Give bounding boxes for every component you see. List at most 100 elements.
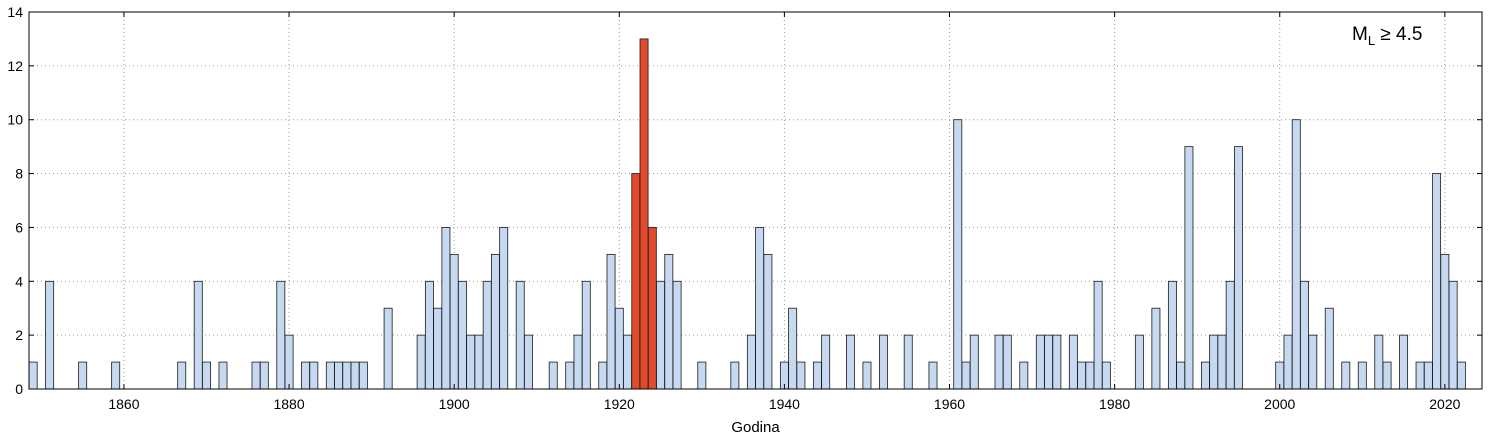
bar [515, 280, 525, 390]
bar [524, 334, 533, 390]
bar [1019, 361, 1029, 390]
y-tick-label: 4 [15, 273, 23, 289]
bar [28, 361, 38, 390]
bar [433, 307, 443, 390]
bar [1209, 334, 1219, 390]
bar [301, 361, 311, 390]
bar [746, 334, 756, 390]
bar [846, 334, 855, 390]
bar [755, 227, 765, 390]
bar [1382, 361, 1392, 390]
bar [218, 361, 228, 390]
x-tick-label: 1960 [934, 396, 965, 412]
bar [606, 253, 616, 390]
bar [1234, 146, 1243, 390]
bar [259, 361, 269, 390]
bar [78, 361, 88, 390]
bar [953, 119, 963, 390]
bar [474, 334, 484, 390]
bar [1225, 280, 1235, 390]
bar [1341, 361, 1351, 390]
bar [334, 361, 344, 390]
bar [1176, 361, 1186, 390]
bar [202, 361, 211, 390]
bar [821, 334, 831, 390]
bar [672, 280, 682, 390]
bar [1399, 334, 1409, 390]
bar [1217, 334, 1227, 390]
bar [449, 253, 459, 390]
annotation-subscript: L [1368, 33, 1375, 48]
x-tick-label: 1920 [604, 396, 635, 412]
y-tick-label: 12 [7, 58, 23, 74]
highlight-bar [631, 173, 641, 390]
bar [358, 361, 368, 390]
bar [656, 280, 666, 390]
bar [1134, 334, 1144, 390]
bar [45, 280, 55, 390]
bar [664, 253, 674, 390]
bar [1308, 334, 1318, 390]
bar [903, 334, 913, 390]
tick-labels-group: 0 2 4 6 8 10 12 14 1860 1880 1900 1920 1940 1960 1980 2… [7, 4, 1460, 412]
x-tick-label: 1900 [439, 396, 470, 412]
bar [1357, 361, 1367, 390]
bar [350, 361, 360, 390]
bar [1283, 334, 1293, 390]
bar [1068, 334, 1078, 390]
x-tick-label: 2020 [1429, 396, 1460, 412]
bar [482, 280, 492, 390]
bar [1101, 361, 1111, 390]
bar [1415, 361, 1425, 390]
bar [730, 361, 740, 390]
bar [623, 334, 632, 390]
bar [862, 361, 872, 390]
bar [928, 361, 938, 390]
bar [342, 361, 352, 390]
bar [969, 334, 979, 390]
bar [1456, 361, 1466, 390]
y-tick-label: 14 [7, 4, 23, 20]
bar [1093, 280, 1103, 390]
x-axis-label: Godina [731, 419, 780, 436]
bar [1423, 361, 1433, 390]
bar [598, 361, 608, 390]
bar [1440, 253, 1450, 390]
bar [1291, 119, 1301, 390]
bar [961, 361, 971, 390]
y-tick-label: 0 [15, 381, 23, 397]
y-tick-label: 2 [15, 327, 23, 343]
annotation-main: M [1352, 24, 1368, 45]
bar [1077, 361, 1087, 390]
bar [763, 253, 773, 390]
highlight-bar [639, 38, 649, 390]
bar [177, 361, 187, 390]
bar [309, 361, 319, 390]
bar [788, 307, 798, 390]
bar [284, 334, 294, 390]
bar [565, 361, 575, 390]
bar [796, 361, 806, 390]
bar [457, 280, 467, 390]
bar [812, 361, 822, 390]
bar [994, 334, 1004, 390]
bar [416, 334, 426, 390]
bars-group [28, 38, 1466, 390]
bar [490, 253, 500, 390]
bar [1432, 173, 1442, 390]
plot-frame [28, 11, 1483, 390]
axes-group [28, 11, 1483, 390]
bar [879, 334, 888, 390]
y-tick-label: 6 [15, 219, 23, 235]
bar [614, 307, 624, 390]
y-tick-label: 10 [7, 112, 23, 128]
y-tick-label: 8 [15, 166, 23, 182]
bar [1448, 280, 1458, 390]
highlight-bar [647, 227, 657, 390]
bar [1085, 361, 1095, 390]
x-tick-label: 1980 [1099, 396, 1130, 412]
bar [499, 227, 509, 390]
bar [573, 334, 583, 390]
bar [1167, 280, 1177, 390]
